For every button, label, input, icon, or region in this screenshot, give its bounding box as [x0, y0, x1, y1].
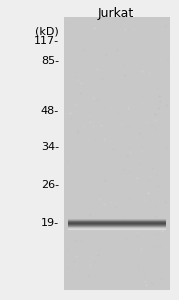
Bar [68, 226, 166, 227]
Text: Jurkat: Jurkat [97, 8, 134, 20]
Bar [64, 16, 170, 290]
Bar [68, 221, 166, 222]
Bar [68, 222, 166, 223]
Text: (kD): (kD) [35, 26, 58, 37]
Bar [68, 228, 166, 229]
Text: 117-: 117- [34, 35, 59, 46]
Bar [68, 223, 166, 224]
Bar [68, 225, 166, 226]
Text: 26-: 26- [41, 179, 59, 190]
Text: 48-: 48- [41, 106, 59, 116]
Bar [68, 229, 166, 230]
Text: 85-: 85- [41, 56, 59, 67]
Bar [68, 219, 166, 220]
Text: 19-: 19- [41, 218, 59, 229]
Bar [68, 220, 166, 221]
Bar [68, 224, 166, 225]
Text: 34-: 34- [41, 142, 59, 152]
